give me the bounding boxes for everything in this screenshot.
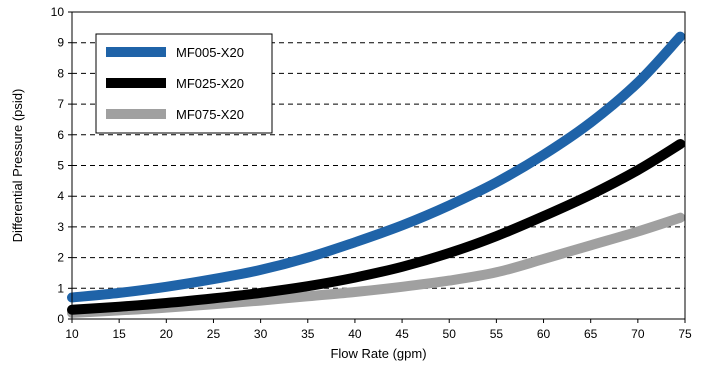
x-tick-label: 10 bbox=[65, 327, 79, 341]
x-tick-label: 30 bbox=[254, 327, 268, 341]
x-tick-labels: 10 15 20 25 30 35 40 45 50 55 60 65 70 75 bbox=[65, 327, 692, 341]
y-tick-label: 9 bbox=[57, 36, 64, 50]
y-tick-label: 10 bbox=[51, 5, 65, 19]
x-tick-label: 60 bbox=[537, 327, 551, 341]
y-tick-labels: 0 1 2 3 4 5 6 7 8 9 10 bbox=[51, 5, 65, 326]
legend-label: MF025-X20 bbox=[176, 76, 244, 91]
series-line-mf005-x20 bbox=[67, 31, 686, 303]
x-tick-label: 20 bbox=[160, 327, 174, 341]
x-tick-label: 15 bbox=[112, 327, 126, 341]
legend-label: MF005-X20 bbox=[176, 45, 244, 60]
y-tick-label: 0 bbox=[57, 312, 64, 326]
x-tick-label: 70 bbox=[631, 327, 645, 341]
y-axis-title: Differential Pressure (psid) bbox=[10, 89, 25, 243]
x-tick-label: 40 bbox=[348, 327, 362, 341]
x-tick-label: 35 bbox=[301, 327, 315, 341]
legend: MF005-X20 MF025-X20 MF075-X20 bbox=[95, 33, 273, 134]
series-line-mf025-x20 bbox=[67, 139, 686, 315]
x-tick-label: 55 bbox=[490, 327, 504, 341]
series-lines bbox=[67, 31, 686, 318]
y-tick-label: 1 bbox=[57, 281, 64, 295]
x-axis-title: Flow Rate (gpm) bbox=[330, 346, 426, 361]
x-tick-label: 25 bbox=[207, 327, 221, 341]
y-tick-label: 2 bbox=[57, 251, 64, 265]
y-tick-label: 5 bbox=[57, 159, 64, 173]
x-tick-label: 65 bbox=[584, 327, 598, 341]
tick-marks bbox=[68, 11, 686, 323]
x-tick-label: 75 bbox=[678, 327, 692, 341]
legend-label: MF075-X20 bbox=[176, 107, 244, 122]
y-tick-label: 3 bbox=[57, 220, 64, 234]
x-tick-label: 50 bbox=[443, 327, 457, 341]
y-tick-label: 7 bbox=[57, 97, 64, 111]
y-tick-label: 6 bbox=[57, 128, 64, 142]
y-tick-label: 8 bbox=[57, 66, 64, 80]
x-tick-label: 45 bbox=[395, 327, 409, 341]
y-tick-label: 4 bbox=[57, 189, 64, 203]
